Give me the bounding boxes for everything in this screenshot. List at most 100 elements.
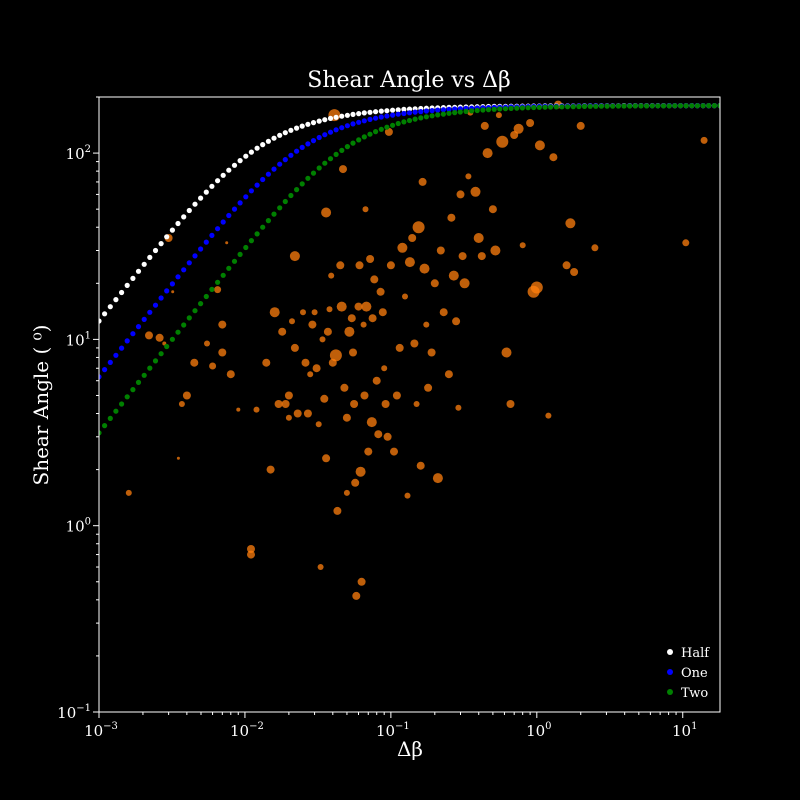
observation-point bbox=[488, 205, 497, 214]
observation-point bbox=[322, 454, 331, 463]
observation-point bbox=[549, 153, 558, 162]
series-point bbox=[107, 359, 113, 365]
observation-point bbox=[357, 577, 366, 586]
series-point bbox=[316, 134, 322, 141]
observation-point bbox=[204, 340, 210, 347]
observation-point bbox=[171, 290, 175, 294]
observation-point bbox=[351, 478, 360, 487]
observation-point bbox=[214, 286, 222, 294]
observation-point bbox=[432, 473, 443, 484]
series-point bbox=[327, 129, 334, 135]
series-point bbox=[339, 113, 345, 119]
observation-point bbox=[465, 173, 472, 180]
observation-point bbox=[374, 430, 383, 439]
series-point bbox=[310, 138, 317, 144]
observation-point bbox=[444, 370, 453, 379]
series-point bbox=[435, 112, 441, 118]
tick-label: 100 bbox=[526, 721, 551, 740]
observation-point bbox=[269, 307, 280, 318]
observation-point bbox=[354, 302, 363, 311]
series-point bbox=[525, 105, 531, 111]
series-point bbox=[226, 265, 232, 271]
series-point bbox=[361, 134, 367, 140]
observation-point bbox=[342, 413, 351, 422]
series-point bbox=[147, 254, 153, 260]
tick-label: 100 bbox=[66, 517, 91, 536]
observation-point bbox=[312, 364, 321, 373]
series-point bbox=[243, 153, 249, 159]
observation-point bbox=[418, 177, 427, 186]
observation-point bbox=[390, 447, 398, 456]
series-point bbox=[717, 103, 720, 109]
series-point bbox=[373, 115, 379, 121]
series-point bbox=[565, 104, 571, 110]
series-point bbox=[107, 415, 113, 421]
observation-point bbox=[412, 221, 425, 234]
series-point bbox=[401, 119, 407, 125]
series-point bbox=[130, 331, 136, 337]
series-point bbox=[644, 103, 650, 109]
tick-label: 10−1 bbox=[376, 721, 410, 740]
observation-point bbox=[340, 383, 349, 392]
series-point bbox=[350, 111, 356, 117]
series-point bbox=[406, 110, 413, 116]
series-point bbox=[367, 109, 373, 115]
series-point bbox=[333, 151, 339, 157]
y-axis: 10−1 100 101 102 bbox=[57, 96, 99, 722]
observation-point bbox=[490, 245, 501, 256]
observation-point bbox=[236, 407, 241, 412]
series-point bbox=[683, 103, 689, 109]
legend-label: Two bbox=[681, 686, 708, 701]
series-point bbox=[598, 103, 605, 109]
series-point bbox=[378, 114, 384, 120]
series-point bbox=[356, 119, 362, 125]
series-point bbox=[395, 120, 401, 127]
series-point bbox=[384, 113, 390, 119]
series-point bbox=[192, 201, 198, 207]
series-point bbox=[231, 258, 238, 264]
observation-point bbox=[328, 272, 335, 279]
series-point bbox=[502, 106, 509, 112]
observation-point bbox=[413, 401, 420, 407]
series-point bbox=[373, 129, 379, 135]
series-point bbox=[186, 315, 192, 321]
observation-point bbox=[519, 242, 526, 249]
observation-point bbox=[350, 400, 359, 408]
observation-point bbox=[311, 309, 318, 316]
series-point bbox=[322, 117, 328, 123]
series-point bbox=[423, 108, 429, 114]
series-point bbox=[356, 137, 362, 143]
series-point bbox=[175, 220, 181, 227]
series-point bbox=[446, 110, 452, 116]
series-point bbox=[164, 343, 170, 350]
observation-point bbox=[289, 318, 295, 325]
legend-label: Half bbox=[681, 646, 710, 661]
observation-point bbox=[360, 391, 369, 400]
observation-point bbox=[386, 261, 395, 270]
series-point bbox=[181, 322, 187, 328]
series-point bbox=[226, 167, 232, 173]
observation-point bbox=[448, 270, 459, 281]
observation-point bbox=[355, 466, 366, 477]
legend-marker bbox=[667, 689, 673, 695]
series-point bbox=[237, 158, 243, 164]
series-point bbox=[412, 116, 418, 122]
series-point bbox=[248, 188, 254, 194]
series-point bbox=[677, 103, 684, 109]
observation-point bbox=[278, 327, 287, 336]
series-point bbox=[542, 104, 548, 110]
series-point bbox=[305, 141, 311, 147]
series-point bbox=[113, 408, 119, 414]
observation-point bbox=[404, 257, 415, 268]
observation-point bbox=[347, 314, 356, 323]
observation-point bbox=[339, 165, 347, 174]
series-point bbox=[99, 430, 102, 436]
series-point bbox=[576, 103, 582, 110]
series-point bbox=[299, 123, 305, 129]
observation-point bbox=[361, 301, 372, 312]
series-point bbox=[135, 268, 142, 274]
series-point bbox=[102, 423, 108, 429]
series-point bbox=[672, 103, 678, 109]
series-point bbox=[181, 267, 187, 273]
series-point bbox=[429, 108, 435, 114]
